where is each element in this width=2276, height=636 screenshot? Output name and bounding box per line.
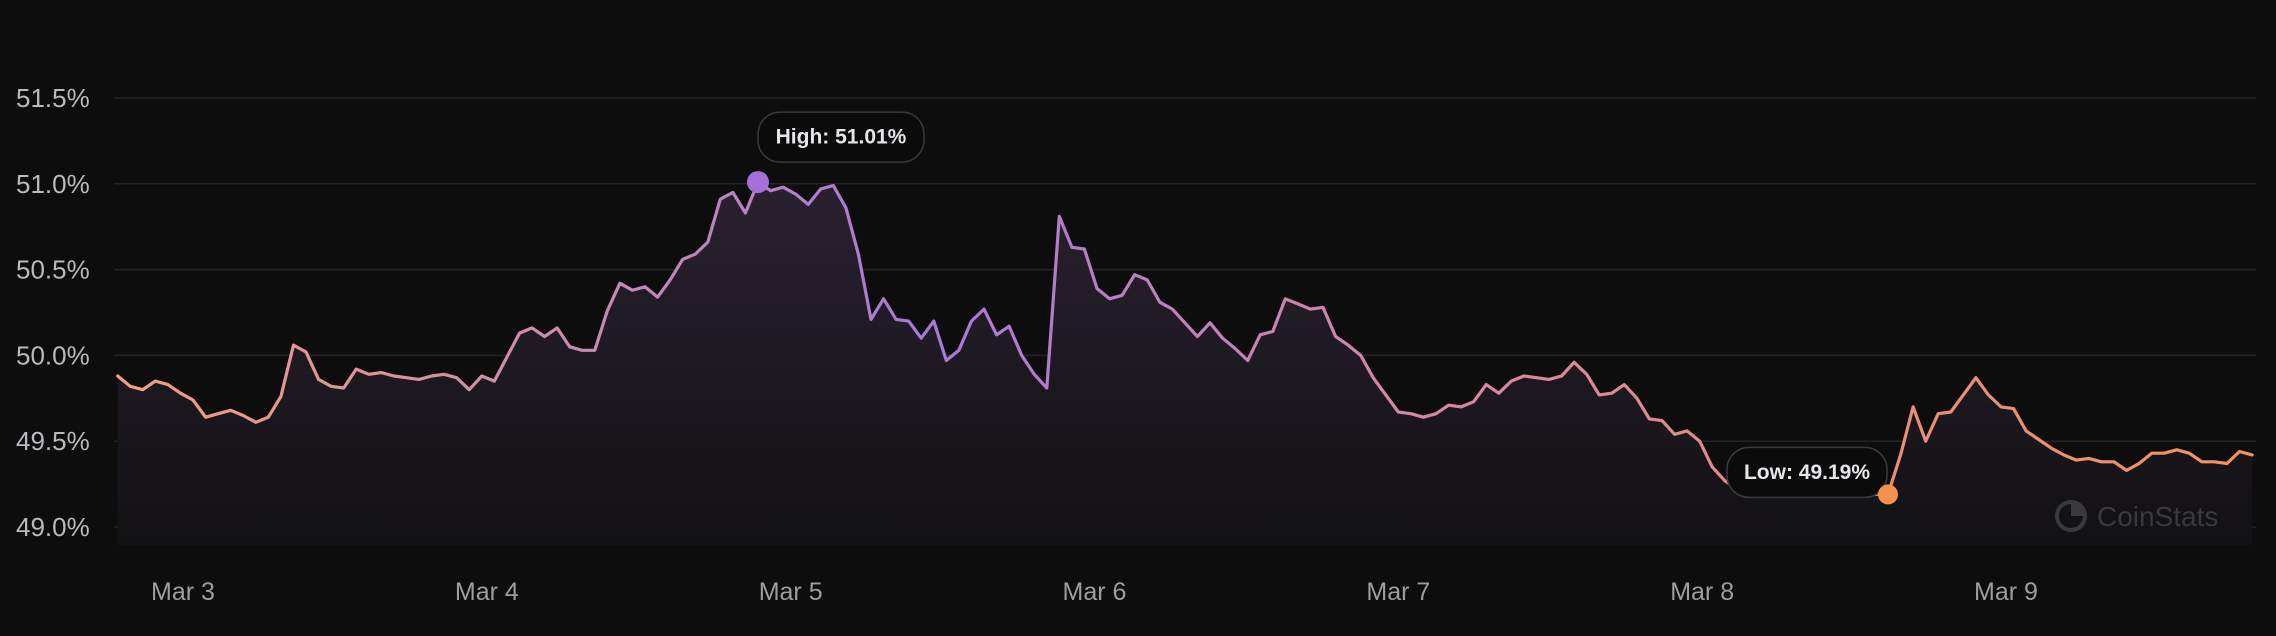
low-tooltip-label: Low: 49.19% <box>1744 461 1870 484</box>
low-point-marker[interactable] <box>1877 484 1898 505</box>
low-tooltip-box <box>1726 446 1888 499</box>
x-axis-ticks: Mar 3 Mar 4 Mar 5 Mar 6 Mar 7 Mar 8 Mar 9 <box>151 578 2038 606</box>
y-tick-label: 50.5% <box>16 255 90 285</box>
watermark: CoinStats <box>2055 500 2218 532</box>
x-tick-label: Mar 7 <box>1366 578 1430 606</box>
low-tooltip: Low: 49.19% <box>1726 446 1888 499</box>
y-tick-label: 49.0% <box>16 512 90 542</box>
x-tick-label: Mar 3 <box>151 578 215 606</box>
watermark-text: CoinStats <box>2097 501 2218 532</box>
y-tick-label: 51.0% <box>16 169 90 199</box>
y-tick-label: 50.0% <box>16 340 90 370</box>
high-point-marker[interactable] <box>747 171 770 194</box>
x-tick-label: Mar 8 <box>1670 578 1734 606</box>
high-tooltip: High: 51.01% <box>757 111 925 163</box>
x-tick-label: Mar 6 <box>1063 578 1127 606</box>
high-tooltip-label: High: 51.01% <box>776 126 907 149</box>
x-tick-label: Mar 5 <box>759 578 823 606</box>
y-tick-label: 51.5% <box>16 83 90 113</box>
coinstats-logo-icon <box>2055 500 2087 532</box>
high-tooltip-box <box>757 111 925 163</box>
x-tick-label: Mar 4 <box>455 578 519 606</box>
x-tick-label: Mar 9 <box>1974 578 2038 606</box>
series-line[interactable] <box>116 180 2254 496</box>
y-axis-ticks: 49.0% 49.5% 50.0% 50.5% 51.0% 51.5% <box>16 83 90 542</box>
series-area <box>117 182 2253 545</box>
y-tick-label: 49.5% <box>16 426 90 456</box>
